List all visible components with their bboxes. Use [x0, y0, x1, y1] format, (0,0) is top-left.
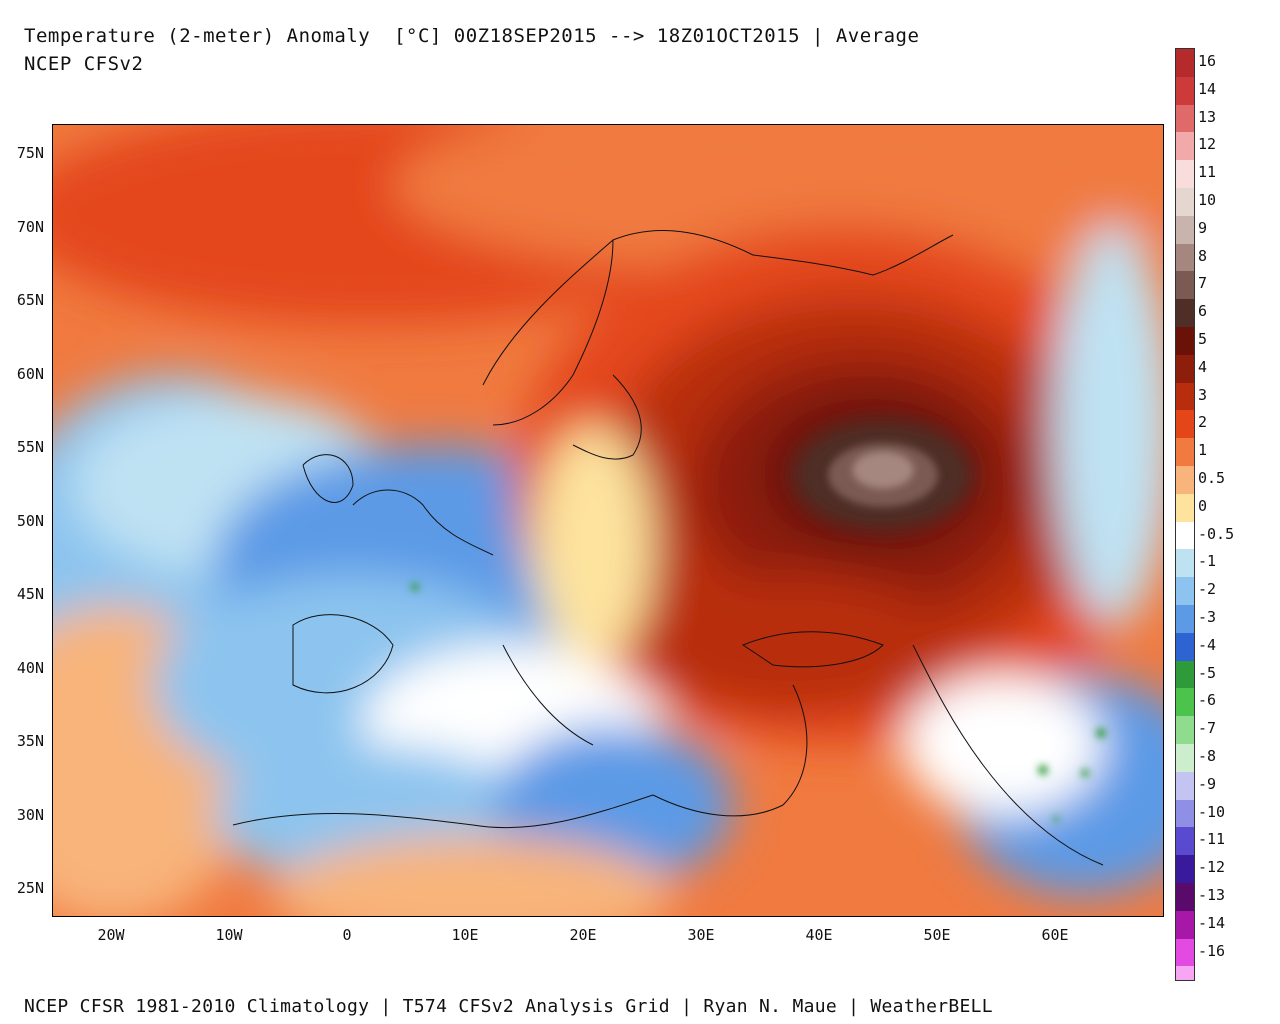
colorbar-swatch	[1176, 160, 1194, 188]
colorbar-swatch	[1176, 604, 1194, 633]
anomaly-map	[52, 124, 1164, 917]
colorbar-swatch	[1176, 187, 1194, 216]
lon-tick-label: 10W	[215, 926, 243, 944]
colorbar-swatch	[1176, 660, 1194, 689]
colorbar	[1175, 48, 1195, 982]
colorbar-label: -6	[1198, 691, 1217, 710]
colorbar-swatch	[1176, 299, 1194, 327]
anomaly-field	[53, 125, 1163, 916]
lat-tick-label: 50N	[16, 511, 44, 530]
lat-tick-label: 30N	[16, 805, 44, 824]
colorbar-swatch	[1176, 465, 1194, 494]
lat-tick-label: 35N	[16, 732, 44, 750]
chart-title: Temperature (2-meter) Anomaly [°C] 00Z18…	[24, 25, 920, 47]
colorbar-swatch	[1176, 771, 1194, 800]
colorbar-swatch	[1176, 716, 1194, 744]
lat-tick-label: 45N	[16, 585, 44, 603]
colorbar-swatch	[1176, 882, 1194, 911]
colorbar-swatch	[1176, 438, 1194, 466]
lon-tick-label: 20E	[569, 926, 597, 944]
lat-tick-label: 75N	[16, 144, 44, 162]
colorbar-swatch	[1176, 382, 1194, 411]
colorbar-swatch	[1176, 855, 1194, 883]
colorbar-label: 10	[1198, 191, 1217, 209]
colorbar-label: -2	[1198, 580, 1217, 599]
colorbar-swatch	[1176, 632, 1194, 661]
lon-tick-label: 30E	[687, 926, 715, 944]
colorbar-label: 9	[1198, 218, 1208, 237]
colorbar-label: 4	[1198, 357, 1208, 376]
colorbar-label: 6	[1198, 302, 1208, 321]
colorbar-swatch	[1176, 938, 1194, 967]
footer-credits: NCEP CFSR 1981-2010 Climatology | T574 C…	[24, 996, 993, 1017]
coastlines	[232, 230, 1104, 866]
colorbar-swatch	[1176, 521, 1194, 550]
colorbar-swatch	[1176, 549, 1194, 578]
lat-tick-label: 25N	[16, 879, 44, 897]
colorbar-label: 7	[1198, 274, 1208, 293]
colorbar-label: 11	[1198, 163, 1217, 182]
colorbar-label: 12	[1198, 135, 1217, 154]
colorbar-label: -13	[1198, 886, 1226, 904]
colorbar-label: -7	[1198, 719, 1217, 738]
colorbar-label: -16	[1198, 941, 1226, 960]
model-name: NCEP CFSv2	[24, 53, 144, 75]
colorbar-label: 0	[1198, 496, 1208, 515]
lon-tick-label: 20W	[97, 926, 125, 944]
colorbar-label: -8	[1198, 747, 1217, 765]
colorbar-swatch	[1176, 49, 1194, 77]
colorbar-label: 13	[1198, 107, 1217, 126]
colorbar-label: 14	[1198, 79, 1217, 98]
colorbar-swatch	[1176, 326, 1194, 355]
colorbar-swatch	[1176, 493, 1194, 522]
colorbar-swatch	[1176, 271, 1194, 300]
colorbar-swatch	[1176, 577, 1194, 605]
colorbar-swatch	[1176, 354, 1194, 383]
lat-tick-label: 60N	[16, 364, 44, 383]
colorbar-swatch	[1176, 827, 1194, 856]
lon-tick-label: 10E	[451, 926, 479, 944]
colorbar-label: -9	[1198, 774, 1217, 793]
colorbar-label: -10	[1198, 802, 1226, 821]
lon-tick-label: 0	[342, 926, 352, 944]
colorbar-label: -1	[1198, 552, 1217, 571]
lon-tick-label: 50E	[923, 926, 951, 944]
lat-tick-label: 55N	[16, 438, 44, 456]
colorbar-label: 5	[1198, 330, 1208, 348]
colorbar-swatch	[1176, 910, 1194, 939]
colorbar-swatch	[1176, 966, 1194, 981]
colorbar-label: 2	[1198, 413, 1208, 432]
colorbar-swatch	[1176, 243, 1194, 272]
colorbar-swatch	[1176, 410, 1194, 439]
colorbar-label: 0.5	[1198, 469, 1226, 487]
colorbar-swatch	[1176, 76, 1194, 105]
colorbar-swatch	[1176, 799, 1194, 828]
colorbar-label: 3	[1198, 385, 1208, 404]
lat-tick-label: 65N	[16, 291, 44, 309]
colorbar-label: -14	[1198, 913, 1226, 932]
lat-tick-label: 70N	[16, 217, 44, 236]
lon-tick-label: 40E	[805, 926, 833, 944]
colorbar-swatch	[1176, 688, 1194, 717]
colorbar-swatch	[1176, 743, 1194, 772]
colorbar-label: 16	[1198, 52, 1217, 70]
colorbar-label: -3	[1198, 608, 1217, 626]
colorbar-label: 1	[1198, 441, 1208, 460]
colorbar-label: -11	[1198, 830, 1226, 849]
colorbar-label: -4	[1198, 635, 1217, 654]
lon-tick-label: 60E	[1041, 926, 1069, 944]
colorbar-swatch	[1176, 132, 1194, 161]
colorbar-label: -0.5	[1198, 524, 1235, 543]
colorbar-label: -12	[1198, 858, 1226, 877]
lat-tick-label: 40N	[16, 658, 44, 677]
colorbar-swatch	[1176, 215, 1194, 244]
colorbar-label: -5	[1198, 663, 1217, 682]
colorbar-swatch	[1176, 104, 1194, 133]
colorbar-label: 8	[1198, 246, 1208, 265]
